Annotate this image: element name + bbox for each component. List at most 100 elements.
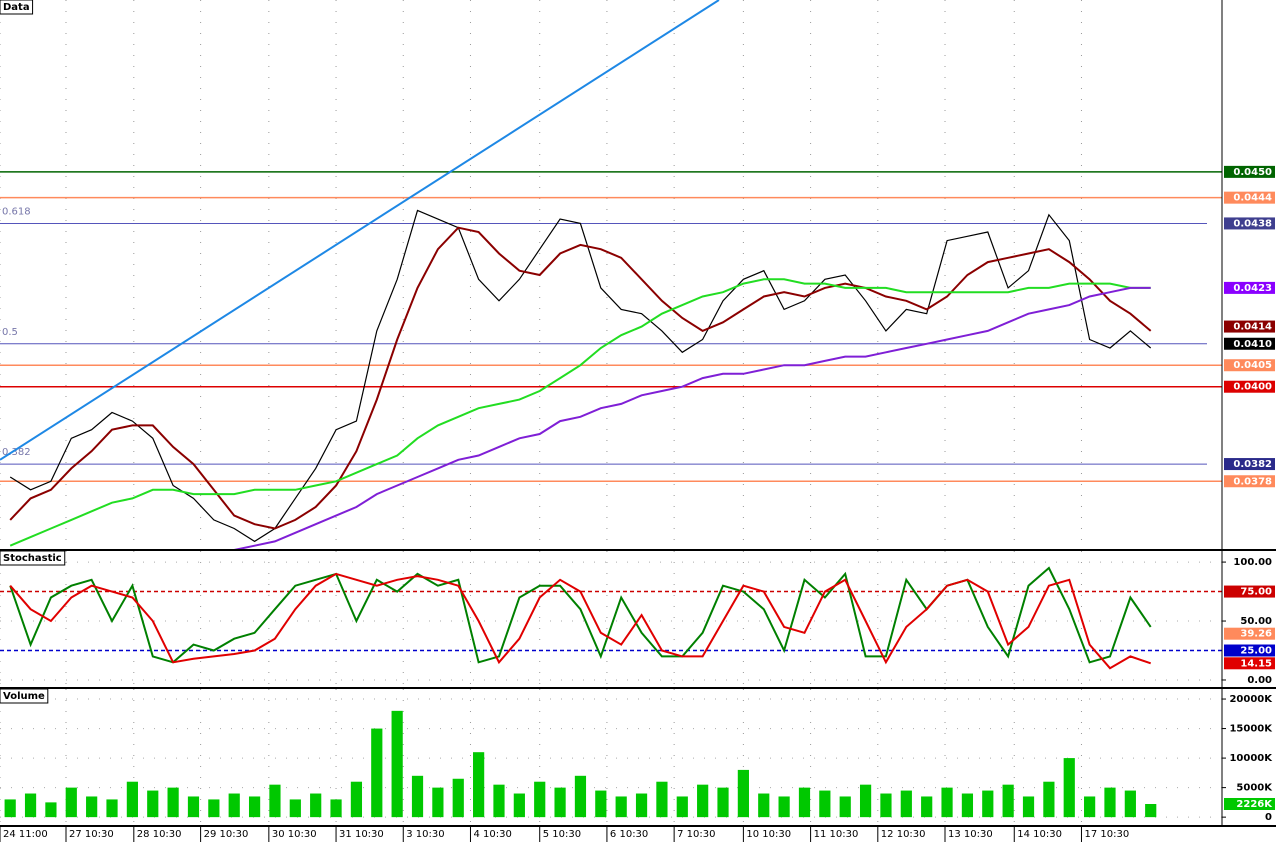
panel-title-box <box>0 0 34 15</box>
bar <box>859 784 872 818</box>
bar <box>1022 796 1035 818</box>
series-line <box>233 286 1151 550</box>
bar <box>758 793 770 818</box>
panel-title-box <box>0 688 49 704</box>
x-tick-label: 31 10:30 <box>339 829 384 840</box>
bar <box>1124 790 1136 818</box>
bar <box>697 784 709 818</box>
level-box <box>1224 217 1275 230</box>
level-box <box>1224 657 1275 670</box>
bar <box>717 787 729 818</box>
bar <box>900 790 912 818</box>
level-label: 14.15 <box>1240 658 1272 669</box>
bar <box>248 796 261 818</box>
level-box <box>1224 627 1275 640</box>
y-tick-label: 5000K <box>1236 783 1273 794</box>
level-label: 0.0378 <box>1233 476 1272 487</box>
level-label: 0.0382 <box>1233 459 1272 470</box>
bar <box>1145 803 1157 818</box>
bar <box>45 802 57 818</box>
x-tick-label: 27 10:30 <box>69 829 114 840</box>
series-line <box>9 209 1152 543</box>
bar <box>269 784 281 818</box>
y-tick-label: 0 <box>1265 812 1272 823</box>
bar <box>167 787 179 818</box>
y-tick-label: 50.00 <box>1240 616 1272 627</box>
level-label: 0.0423 <box>1233 283 1272 294</box>
bar <box>24 793 37 818</box>
x-tick-label: 24 11:00 <box>3 829 48 840</box>
level-label: 0.0450 <box>1233 167 1272 178</box>
level-label: 0.0414 <box>1233 322 1272 333</box>
y-tick-label: 20000K <box>1229 694 1273 705</box>
fib-ratio: 0.618 <box>2 206 31 217</box>
bar <box>187 796 200 818</box>
bar <box>676 796 688 818</box>
bar <box>982 790 994 818</box>
x-tick-label: 29 10:30 <box>204 829 249 840</box>
x-tick-label: 10 10:30 <box>746 829 791 840</box>
x-tick-label: 11 10:30 <box>814 829 859 840</box>
bar <box>411 775 424 818</box>
bar <box>147 790 159 818</box>
level-label: 0.0444 <box>1233 193 1272 204</box>
bar <box>350 781 363 818</box>
bar <box>65 787 77 818</box>
bar <box>1084 796 1096 818</box>
bar <box>778 796 790 818</box>
panel-title: Data <box>3 2 30 13</box>
level-label: 0.0438 <box>1233 218 1272 229</box>
y-tick-label: 15000K <box>1229 724 1273 735</box>
level-box <box>1224 585 1275 598</box>
level-box <box>1224 320 1275 333</box>
bar <box>452 778 464 818</box>
bar <box>310 793 322 818</box>
bar <box>615 796 627 818</box>
level-box <box>1224 475 1275 488</box>
bar <box>208 799 220 818</box>
bar <box>289 799 301 818</box>
level-box <box>1224 165 1275 178</box>
bar <box>513 793 525 818</box>
level-label: 0.0410 <box>1233 339 1272 350</box>
bar <box>371 728 383 818</box>
bar <box>941 787 953 818</box>
bar <box>737 769 749 818</box>
bar <box>391 710 403 818</box>
bar <box>839 796 851 818</box>
level-box <box>1224 359 1275 372</box>
bar <box>126 781 138 818</box>
bar <box>635 793 648 818</box>
x-tick-label: 3 10:30 <box>406 829 444 840</box>
level-label: 75.00 <box>1240 587 1272 598</box>
x-tick-label: 28 10:30 <box>137 829 182 840</box>
y-tick-label: 0.00 <box>1247 675 1272 686</box>
bar <box>819 790 831 818</box>
x-tick-label: 13 10:30 <box>948 829 993 840</box>
level-label: 2226K <box>1236 799 1273 810</box>
x-tick-label: 12 10:30 <box>881 829 926 840</box>
series-line <box>9 572 1152 670</box>
fib-ratio: 0.382 <box>2 447 31 458</box>
panel-title-box <box>0 550 66 566</box>
bar <box>798 787 811 818</box>
level-label: 39.26 <box>1240 629 1272 640</box>
bar <box>534 781 546 818</box>
bar <box>106 799 118 818</box>
bar <box>554 787 566 818</box>
series-line <box>9 278 1151 547</box>
level-box <box>1224 797 1275 810</box>
bar <box>473 752 485 818</box>
x-tick-label: 5 10:30 <box>543 829 581 840</box>
level-label: 25.00 <box>1240 646 1272 657</box>
fib-ratio: 0.5 <box>2 327 18 338</box>
x-tick-label: 30 10:30 <box>272 829 317 840</box>
bar <box>656 781 668 818</box>
level-box <box>1224 281 1275 294</box>
bar <box>4 799 16 818</box>
bar <box>595 790 607 818</box>
bar <box>961 793 974 818</box>
y-tick-label: 10000K <box>1229 753 1273 764</box>
